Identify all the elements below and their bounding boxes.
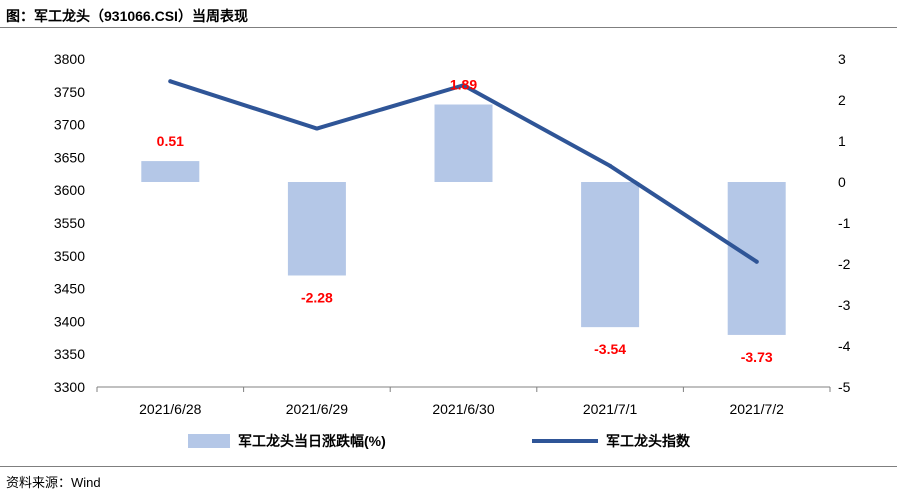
bar xyxy=(727,182,786,335)
top-rule xyxy=(0,27,897,28)
x-tick-label: 2021/7/2 xyxy=(729,401,784,417)
right-tick-label: -2 xyxy=(838,256,851,272)
line-point xyxy=(461,83,466,88)
right-tick-label: -4 xyxy=(838,338,851,354)
left-tick-label: 3550 xyxy=(54,215,85,231)
line-series xyxy=(168,79,759,264)
left-tick-label: 3500 xyxy=(54,248,85,264)
line-point xyxy=(754,259,759,264)
right-tick-label: 1 xyxy=(838,133,846,149)
legend-swatch-bar xyxy=(188,434,230,448)
chart-title: 图：军工龙头（931066.CSI）当周表现 xyxy=(6,8,248,24)
line-point xyxy=(168,79,173,84)
source-note: 资料来源：Wind xyxy=(6,475,101,490)
left-tick-label: 3450 xyxy=(54,281,85,297)
bar xyxy=(141,161,200,182)
combo-chart: 3800 3750 3700 3650 3600 3550 3500 3450 3400 3350… xyxy=(54,51,851,449)
left-tick-label: 3800 xyxy=(54,51,85,67)
line-point xyxy=(314,126,319,131)
data-labels: 0.51 -2.28 1.89 -3.54 -3.73 xyxy=(157,77,773,365)
legend: 军工龙头当日涨跌幅(%) 军工龙头指数 xyxy=(188,433,691,449)
left-tick-label: 3350 xyxy=(54,346,85,362)
bar-series xyxy=(141,104,786,335)
bar xyxy=(581,182,640,328)
left-tick-label: 3750 xyxy=(54,84,85,100)
bar-data-label: 1.89 xyxy=(450,77,477,93)
left-tick-label: 3700 xyxy=(54,117,85,133)
right-axis-ticks: 3 2 1 0 -1 -2 -3 -4 -5 xyxy=(838,51,851,395)
x-tick-label: 2021/6/30 xyxy=(432,401,494,417)
bar xyxy=(434,104,493,182)
left-tick-label: 3600 xyxy=(54,182,85,198)
x-tick-label: 2021/6/28 xyxy=(139,401,201,417)
right-tick-label: -1 xyxy=(838,215,851,231)
line-point xyxy=(608,163,613,168)
left-tick-label: 3400 xyxy=(54,313,85,329)
left-tick-label: 3650 xyxy=(54,149,85,165)
legend-label-line: 军工龙头指数 xyxy=(606,433,691,449)
right-tick-label: 2 xyxy=(838,92,846,108)
legend-label-bar: 军工龙头当日涨跌幅(%) xyxy=(238,433,386,449)
right-tick-label: -5 xyxy=(838,379,851,395)
bar-data-label: -2.28 xyxy=(301,289,333,305)
x-tick-label: 2021/7/1 xyxy=(583,401,638,417)
bar-data-label: 0.51 xyxy=(157,133,184,149)
bar-data-label: -3.73 xyxy=(741,349,773,365)
bar xyxy=(287,182,346,276)
x-tick-label: 2021/6/29 xyxy=(286,401,348,417)
x-axis-labels: 2021/6/28 2021/6/29 2021/6/30 2021/7/1 2021/… xyxy=(139,401,784,417)
left-tick-label: 3300 xyxy=(54,379,85,395)
bar-data-label: -3.54 xyxy=(594,341,626,357)
x-axis-ticks xyxy=(96,387,831,392)
bottom-rule xyxy=(0,466,897,467)
right-tick-label: 0 xyxy=(838,174,846,190)
right-tick-label: -3 xyxy=(838,297,851,313)
right-tick-label: 3 xyxy=(838,51,846,67)
left-axis-ticks: 3800 3750 3700 3650 3600 3550 3500 3450 3400 3350… xyxy=(54,51,85,395)
